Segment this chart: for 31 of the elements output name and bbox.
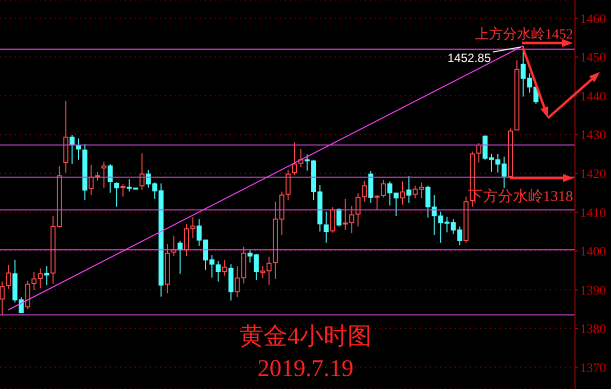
y-tick-label: 1420 (580, 166, 606, 181)
text: 2019.7.19 (258, 356, 354, 382)
annotation: 1452.85 (448, 50, 492, 65)
candlestick (44, 266, 50, 286)
candlestick (101, 161, 106, 189)
candlestick (406, 176, 412, 204)
y-tick-label: 1430 (580, 127, 606, 142)
text: 黄金4小时图 (240, 324, 372, 350)
y-tick-label: 1380 (580, 321, 606, 336)
candlestick (336, 208, 342, 227)
y-tick-label: 1450 (580, 50, 606, 65)
candlestick (222, 259, 228, 276)
candlestick (114, 182, 120, 208)
y-tick-label: 1370 (580, 360, 606, 375)
candlestick (362, 180, 367, 202)
candlestick (356, 192, 361, 227)
candlestick (216, 260, 221, 282)
y-tick-label: 1410 (580, 204, 606, 220)
candlestick (324, 211, 329, 244)
y-tick-label: 1440 (580, 88, 606, 104)
y-tick-label: 1400 (580, 244, 606, 259)
candlestick (400, 180, 406, 206)
candlestick (228, 264, 234, 302)
candlestick (368, 170, 374, 204)
candlestick (63, 100, 68, 174)
ref-line-label: 上方分水岭1452 (475, 26, 573, 42)
candlestick (108, 164, 113, 194)
y-tick-label: 1390 (580, 282, 606, 298)
y-tick-label: 1460 (580, 10, 606, 26)
candlestick (88, 164, 94, 196)
candlestick (178, 240, 183, 274)
